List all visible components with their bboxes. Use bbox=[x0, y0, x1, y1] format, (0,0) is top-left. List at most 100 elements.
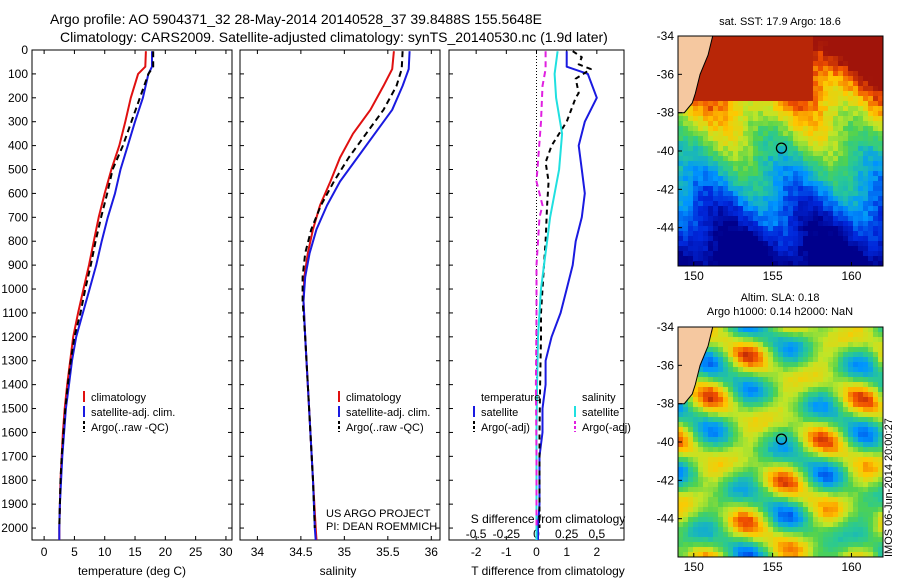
map-cell bbox=[838, 347, 844, 353]
map-cell bbox=[823, 116, 829, 122]
map-cell bbox=[858, 131, 864, 137]
map-cell bbox=[748, 131, 754, 137]
map-cell bbox=[763, 372, 769, 378]
map-cell bbox=[838, 532, 844, 538]
map-cell bbox=[758, 156, 764, 162]
map-cell bbox=[833, 216, 839, 222]
map-cell bbox=[743, 221, 749, 227]
map-cell bbox=[753, 537, 759, 543]
map-cell bbox=[768, 472, 774, 478]
map-cell bbox=[818, 91, 824, 97]
map-cell bbox=[823, 422, 829, 428]
sla-map-title-line-2: Argo h1000: 0.14 h2000: NaN bbox=[707, 306, 853, 318]
map-cell bbox=[688, 457, 694, 463]
map-cell bbox=[828, 542, 834, 548]
map-cell bbox=[843, 106, 849, 112]
map-cell bbox=[838, 482, 844, 488]
map-cell bbox=[853, 161, 859, 167]
map-cell bbox=[728, 532, 734, 538]
map-cell bbox=[813, 482, 819, 488]
map-cell bbox=[868, 367, 874, 373]
map-cell bbox=[798, 51, 804, 57]
map-cell bbox=[788, 347, 794, 353]
map-cell bbox=[748, 337, 754, 343]
map-cell bbox=[768, 427, 774, 433]
map-cell bbox=[698, 482, 704, 488]
map-cell bbox=[788, 261, 794, 266]
map-cell bbox=[718, 417, 724, 423]
map-cell bbox=[773, 191, 779, 197]
map-cell bbox=[713, 81, 719, 87]
map-cell bbox=[743, 502, 749, 508]
map-cell bbox=[753, 76, 759, 82]
map-cell bbox=[738, 181, 744, 187]
map-cell bbox=[753, 121, 759, 127]
map-cell bbox=[738, 467, 744, 473]
map-cell bbox=[753, 136, 759, 142]
map-cell bbox=[843, 492, 849, 498]
map-cell bbox=[803, 357, 809, 363]
map-cell bbox=[733, 186, 739, 192]
map-cell bbox=[798, 417, 804, 423]
map-cell bbox=[843, 251, 849, 257]
map-cell bbox=[848, 482, 854, 488]
map-cell bbox=[813, 41, 819, 47]
map-cell bbox=[808, 347, 814, 353]
map-cell bbox=[803, 417, 809, 423]
map-cell bbox=[833, 397, 839, 403]
map-cell bbox=[753, 517, 759, 523]
map-cell bbox=[863, 101, 869, 107]
map-cell bbox=[728, 231, 734, 237]
map-cell bbox=[708, 377, 714, 383]
map-cell bbox=[818, 457, 824, 463]
map-cell bbox=[713, 181, 719, 187]
map-cell bbox=[873, 191, 879, 197]
map-cell bbox=[703, 171, 709, 177]
map-cell bbox=[738, 332, 744, 338]
map-cell bbox=[868, 136, 874, 142]
map-cell bbox=[718, 382, 724, 388]
map-cell bbox=[838, 106, 844, 112]
map-cell bbox=[843, 136, 849, 142]
map-cell bbox=[748, 151, 754, 157]
map-cell bbox=[848, 211, 854, 217]
map-cell bbox=[873, 417, 879, 423]
map-cell bbox=[813, 327, 819, 333]
map-cell bbox=[738, 482, 744, 488]
map-cell bbox=[703, 392, 709, 398]
map-cell bbox=[778, 36, 784, 42]
map-cell bbox=[718, 467, 724, 473]
map-cell bbox=[708, 46, 714, 52]
map-cell bbox=[783, 442, 789, 448]
map-cell bbox=[878, 36, 883, 42]
map-cell bbox=[708, 462, 714, 468]
map-cell bbox=[863, 161, 869, 167]
map-cell bbox=[873, 442, 879, 448]
map-cell bbox=[843, 432, 849, 438]
map-cell bbox=[858, 136, 864, 142]
map-cell bbox=[823, 457, 829, 463]
map-cell bbox=[738, 342, 744, 348]
map-cell bbox=[873, 161, 879, 167]
map-cell bbox=[798, 327, 804, 333]
map-cell bbox=[828, 492, 834, 498]
map-cell bbox=[743, 437, 749, 443]
map-cell bbox=[868, 166, 874, 172]
map-cell bbox=[878, 352, 883, 358]
map-cell bbox=[808, 532, 814, 538]
map-cell bbox=[873, 211, 879, 217]
map-cell bbox=[828, 51, 834, 57]
map-cell bbox=[728, 151, 734, 157]
map-cell bbox=[753, 497, 759, 503]
map-cell bbox=[858, 141, 864, 147]
map-cell bbox=[738, 452, 744, 458]
map-cell bbox=[778, 527, 784, 533]
map-cell bbox=[773, 226, 779, 232]
map-cell bbox=[788, 552, 794, 557]
map-cell bbox=[693, 402, 699, 408]
map-cell bbox=[713, 146, 719, 152]
map-cell bbox=[828, 457, 834, 463]
map-cell bbox=[838, 146, 844, 152]
map-cell bbox=[793, 342, 799, 348]
map-cell bbox=[723, 472, 729, 478]
